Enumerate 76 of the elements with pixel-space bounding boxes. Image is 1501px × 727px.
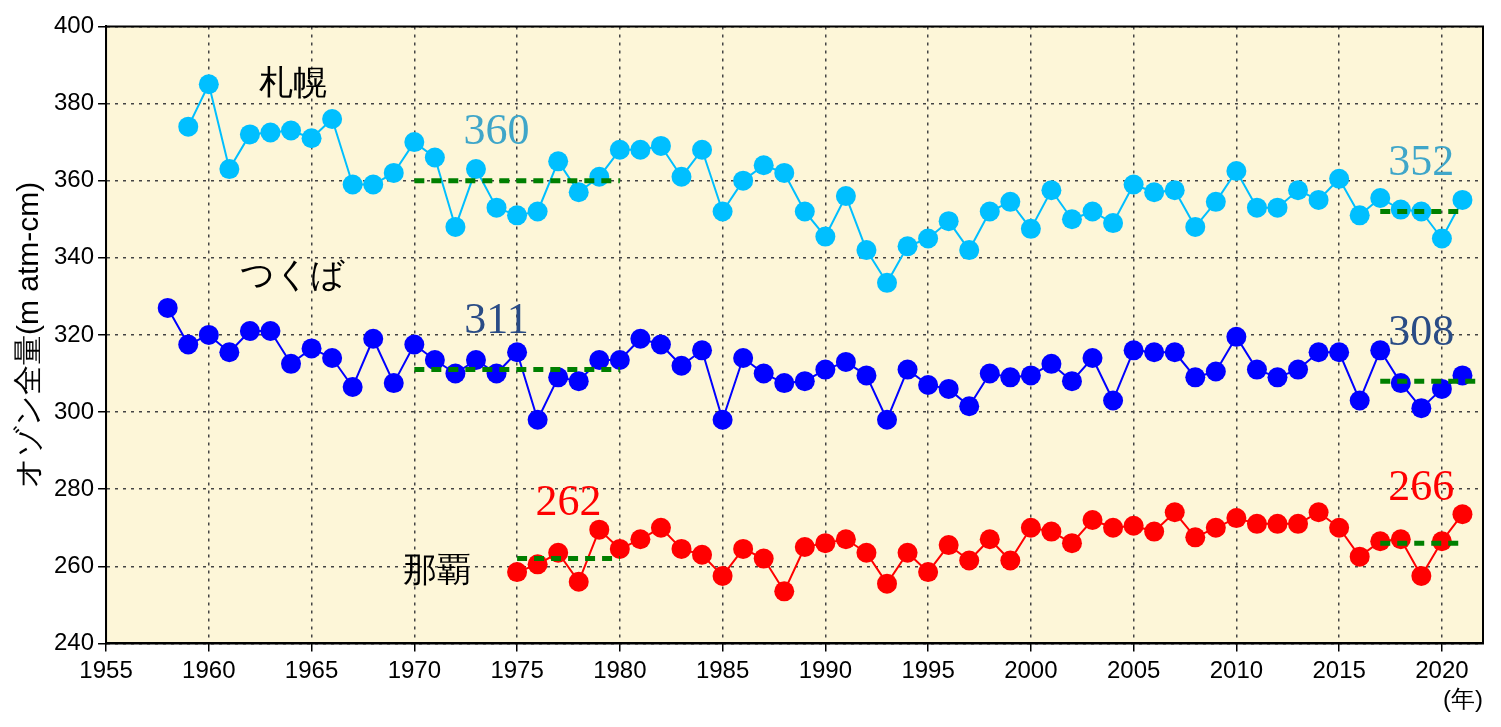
x-tick-label: 2005 <box>1106 656 1161 684</box>
annotation: 266 <box>1388 460 1455 510</box>
point <box>1205 517 1226 538</box>
y-tick-label: 240 <box>54 628 95 656</box>
series-label: 那覇 <box>403 550 472 589</box>
point <box>1144 521 1165 542</box>
annotation: 352 <box>1388 136 1455 186</box>
point <box>938 535 959 556</box>
point <box>1267 513 1288 534</box>
point <box>1185 527 1206 548</box>
point <box>794 536 815 557</box>
x-axis-title: (年) <box>1443 685 1483 713</box>
x-tick-label: 1980 <box>593 656 647 684</box>
point <box>835 529 856 550</box>
point <box>650 517 671 538</box>
x-tick-label: 2010 <box>1209 656 1264 684</box>
point <box>630 529 651 550</box>
x-tick-label: 2000 <box>1004 656 1058 684</box>
series-label: 札幌 <box>259 63 328 102</box>
point <box>1041 521 1062 542</box>
point <box>568 571 589 592</box>
y-tick-label: 380 <box>54 88 95 116</box>
point <box>1061 533 1082 554</box>
x-tick-label: 1955 <box>79 656 133 684</box>
point <box>1103 517 1124 538</box>
point <box>1226 508 1247 529</box>
series-label: つくば <box>240 255 346 294</box>
annotation: 311 <box>464 294 529 344</box>
x-tick-label: 1960 <box>182 656 236 684</box>
x-tick-label: 1965 <box>284 656 339 684</box>
point <box>815 533 836 554</box>
point <box>507 562 528 583</box>
x-tick-label: 2015 <box>1312 656 1366 684</box>
point <box>609 538 630 559</box>
point <box>856 542 877 563</box>
point <box>1411 565 1432 586</box>
x-tick-label: 1985 <box>695 656 750 684</box>
point <box>753 548 774 569</box>
point <box>774 581 795 602</box>
point <box>1164 502 1185 523</box>
point <box>733 538 754 559</box>
annotation: 360 <box>463 105 530 155</box>
y-axis-title: オゾン全量(m atm-cm) <box>11 181 45 489</box>
y-tick-label: 340 <box>54 242 95 270</box>
point <box>918 562 939 583</box>
point <box>1020 517 1041 538</box>
point <box>979 529 1000 550</box>
point <box>1082 510 1103 530</box>
y-tick-label: 320 <box>54 319 95 347</box>
annotation: 262 <box>535 476 602 526</box>
point <box>671 538 692 559</box>
y-tick-label: 360 <box>54 165 95 193</box>
y-tick-label: 280 <box>54 473 95 501</box>
point <box>877 573 897 594</box>
point <box>1452 504 1473 525</box>
point <box>897 542 918 563</box>
y-tick-label: 400 <box>54 11 95 39</box>
point <box>692 544 713 565</box>
point <box>959 550 980 571</box>
point <box>1349 546 1370 567</box>
point <box>1288 513 1309 534</box>
x-tick-label: 1975 <box>490 656 544 684</box>
point <box>1329 517 1350 538</box>
point <box>1246 513 1267 534</box>
x-tick-label: 2020 <box>1415 656 1469 684</box>
point <box>589 519 610 540</box>
point <box>1123 515 1144 536</box>
point <box>712 565 733 586</box>
point <box>1308 502 1329 523</box>
x-tick-label: 1990 <box>798 656 853 684</box>
point <box>1000 550 1021 571</box>
annotation: 308 <box>1388 305 1455 355</box>
x-tick-label: 1970 <box>387 656 442 684</box>
y-tick-label: 260 <box>54 550 95 578</box>
y-tick-label: 300 <box>54 396 95 424</box>
x-tick-label: 1995 <box>901 656 955 684</box>
